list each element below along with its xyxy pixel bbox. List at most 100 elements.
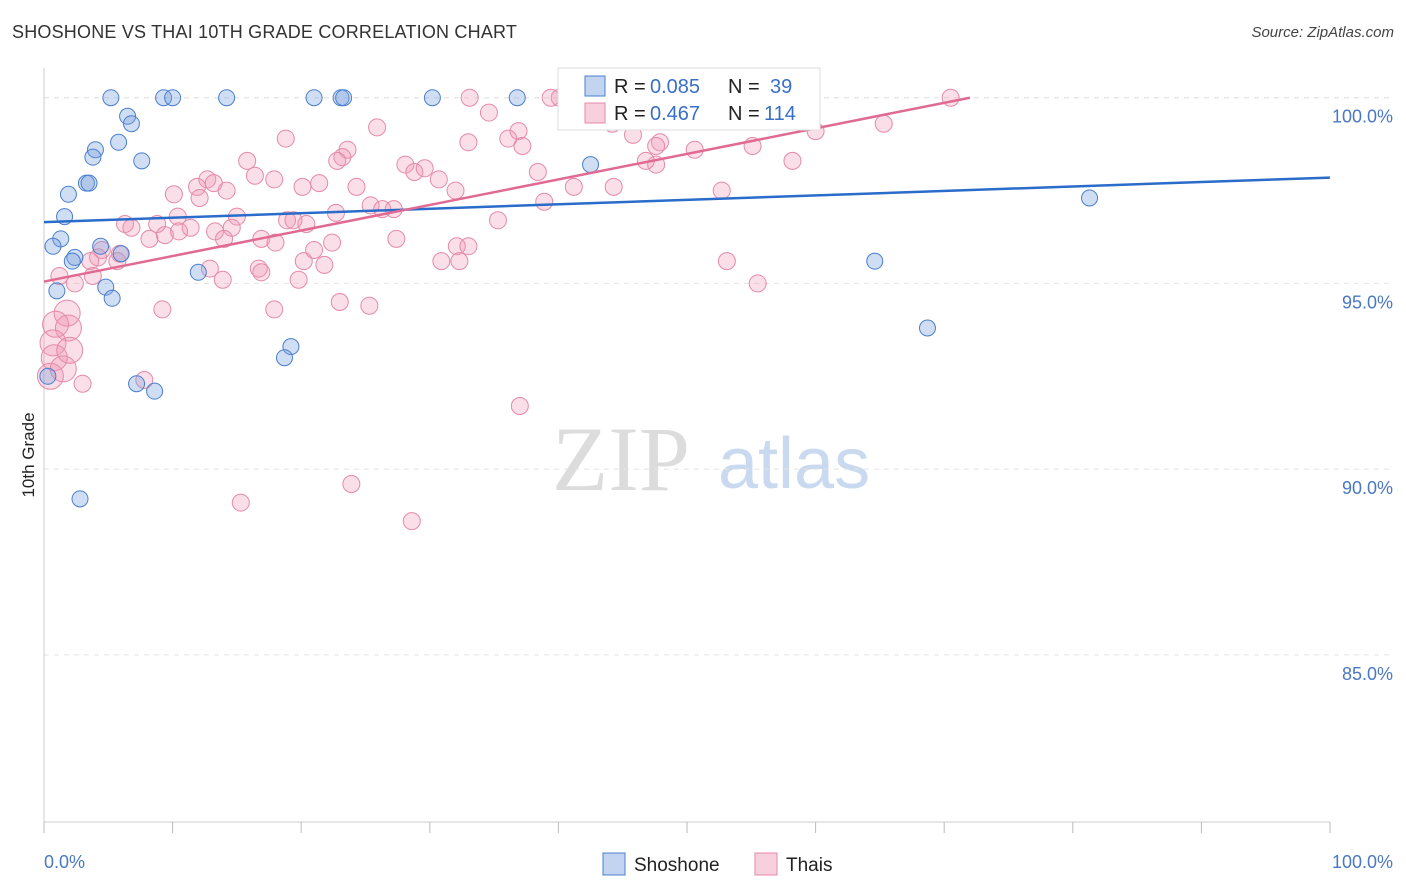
thais-point-53[interactable]	[206, 222, 225, 241]
thais-point-73[interactable]	[252, 263, 271, 282]
thais-point-83[interactable]	[265, 300, 284, 319]
shoshone-point-10[interactable]	[122, 115, 140, 133]
thais-point-102[interactable]	[564, 177, 583, 196]
thais-point-18[interactable]	[396, 155, 415, 174]
shoshone-point-18[interactable]	[59, 185, 77, 203]
series-legend-swatch-shoshone[interactable]	[602, 852, 626, 876]
shoshone-point-8[interactable]	[508, 89, 526, 107]
shoshone-point-25[interactable]	[112, 245, 130, 263]
thais-point-52[interactable]	[170, 222, 189, 241]
thais-point-7[interactable]	[479, 103, 498, 122]
thais-point-65[interactable]	[432, 252, 451, 271]
shoshone-point-27[interactable]	[866, 252, 884, 270]
thais-point-100[interactable]	[499, 129, 518, 148]
shoshone-point-6[interactable]	[335, 89, 353, 107]
thais-point-66[interactable]	[450, 252, 469, 271]
thais-point-58[interactable]	[323, 233, 342, 252]
thais-point-113[interactable]	[305, 241, 324, 259]
thais-point-27[interactable]	[347, 177, 366, 196]
shoshone-point-31[interactable]	[103, 289, 121, 307]
thais-point-54[interactable]	[140, 229, 159, 248]
thais-point-111[interactable]	[874, 114, 893, 133]
thais-point-32[interactable]	[712, 181, 731, 200]
shoshone-point-29[interactable]	[48, 282, 66, 300]
shoshone-point-1[interactable]	[155, 89, 173, 107]
thais-point-22[interactable]	[528, 163, 547, 181]
shoshone-point-35[interactable]	[39, 367, 57, 385]
thais-point-81[interactable]	[360, 296, 379, 315]
thais-point-2[interactable]	[541, 88, 560, 107]
shoshone-point-0[interactable]	[102, 89, 120, 107]
thais-point-64[interactable]	[294, 252, 313, 271]
thais-point-9[interactable]	[509, 122, 528, 141]
thais-point-25[interactable]	[265, 170, 284, 189]
thais-point-42[interactable]	[278, 211, 297, 230]
thais-point-109[interactable]	[783, 151, 802, 170]
thais-point-68[interactable]	[81, 252, 100, 271]
shoshone-point-37[interactable]	[146, 382, 164, 400]
shoshone-point-7[interactable]	[423, 89, 441, 107]
thais-point-97[interactable]	[56, 336, 84, 364]
thais-point-57[interactable]	[387, 229, 406, 248]
thais-point-45[interactable]	[488, 211, 507, 230]
thais-point-30[interactable]	[188, 177, 207, 196]
series-legend-label-shoshone[interactable]: Shoshone	[634, 855, 720, 876]
thais-point-72[interactable]	[315, 255, 334, 274]
thais-point-67[interactable]	[717, 252, 736, 271]
thais-point-34[interactable]	[164, 185, 183, 204]
thais-point-35[interactable]	[190, 189, 209, 207]
thais-point-16[interactable]	[238, 151, 257, 170]
thais-point-60[interactable]	[459, 237, 478, 256]
thais-point-70[interactable]	[200, 259, 219, 278]
thais-point-94[interactable]	[231, 493, 250, 512]
thais-point-90[interactable]	[73, 374, 92, 393]
thais-point-8[interactable]	[368, 118, 387, 137]
shoshone-point-26[interactable]	[63, 252, 81, 270]
thais-point-48[interactable]	[122, 218, 141, 237]
thais-point-77[interactable]	[289, 270, 308, 289]
series-legend-label-thais[interactable]: Thais	[786, 855, 832, 876]
thais-point-11[interactable]	[459, 133, 478, 152]
thais-point-62[interactable]	[110, 244, 129, 263]
thais-point-31[interactable]	[604, 177, 623, 196]
thais-point-104[interactable]	[429, 170, 448, 189]
thais-point-92[interactable]	[510, 397, 529, 415]
shoshone-point-23[interactable]	[92, 237, 110, 255]
thais-point-0[interactable]	[460, 88, 479, 107]
shoshone-point-15[interactable]	[582, 156, 600, 174]
shoshone-point-2[interactable]	[164, 89, 182, 107]
shoshone-point-38[interactable]	[71, 490, 89, 508]
thais-point-80[interactable]	[330, 293, 349, 311]
shoshone-point-3[interactable]	[218, 89, 236, 107]
thais-point-33[interactable]	[446, 181, 465, 200]
thais-point-91[interactable]	[135, 371, 154, 389]
shoshone-point-19[interactable]	[1081, 189, 1099, 207]
thais-point-103[interactable]	[415, 159, 434, 178]
thais-point-88[interactable]	[40, 344, 68, 372]
thais-point-55[interactable]	[215, 229, 234, 248]
thais-point-98[interactable]	[647, 137, 666, 155]
thais-point-112[interactable]	[266, 233, 285, 252]
thais-point-26[interactable]	[310, 174, 329, 193]
shoshone-point-13[interactable]	[84, 148, 102, 166]
thais-point-87[interactable]	[39, 329, 67, 357]
thais-point-95[interactable]	[402, 512, 421, 531]
thais-point-82[interactable]	[153, 300, 172, 319]
thais-point-12[interactable]	[513, 137, 532, 155]
thais-point-10[interactable]	[276, 129, 295, 148]
shoshone-point-36[interactable]	[128, 375, 146, 393]
shoshone-point-22[interactable]	[44, 237, 62, 255]
thais-point-29[interactable]	[293, 177, 312, 196]
thais-point-49[interactable]	[181, 218, 200, 237]
shoshone-point-11[interactable]	[110, 133, 128, 151]
shoshone-point-17[interactable]	[80, 174, 98, 192]
thais-point-51[interactable]	[155, 226, 174, 245]
shoshone-point-4[interactable]	[305, 89, 323, 107]
thais-point-101[interactable]	[535, 192, 554, 211]
shoshone-point-34[interactable]	[275, 349, 293, 367]
thais-point-76[interactable]	[213, 270, 232, 289]
shoshone-point-28[interactable]	[189, 263, 207, 281]
thais-point-21[interactable]	[245, 166, 264, 185]
shoshone-point-32[interactable]	[918, 319, 936, 337]
shoshone-point-14[interactable]	[133, 152, 151, 170]
